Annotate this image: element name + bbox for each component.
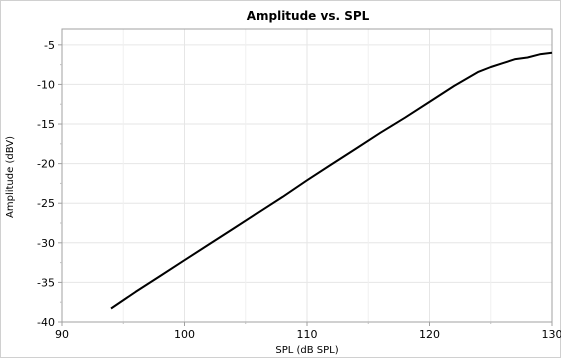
x-tick-label: 90	[55, 328, 69, 341]
x-axis: 90 100 110 120 130	[55, 322, 561, 341]
y-tick-label: -25	[37, 197, 55, 210]
y-axis: -40 -35 -30 -25 -20 -15 -10 -5	[37, 39, 62, 329]
x-tick-label: 110	[297, 328, 318, 341]
series-group	[110, 51, 553, 310]
y-tick-label: -10	[37, 78, 55, 91]
y-tick-label: -30	[37, 237, 55, 250]
x-tick-label: 130	[542, 328, 561, 341]
x-tick-label: 100	[174, 328, 195, 341]
x-axis-label: SPL (dB SPL)	[275, 345, 338, 356]
series-line	[110, 51, 553, 310]
x-tick-label: 120	[419, 328, 440, 341]
y-tick-label: -20	[37, 158, 55, 171]
y-tick-label: -5	[44, 39, 55, 52]
grid	[62, 29, 552, 322]
y-tick-label: -15	[37, 118, 55, 131]
chart-title: Amplitude vs. SPL	[247, 9, 370, 23]
y-axis-label: Amplitude (dBV)	[5, 136, 16, 218]
y-tick-label: -40	[37, 316, 55, 329]
y-tick-label: -35	[37, 276, 55, 289]
